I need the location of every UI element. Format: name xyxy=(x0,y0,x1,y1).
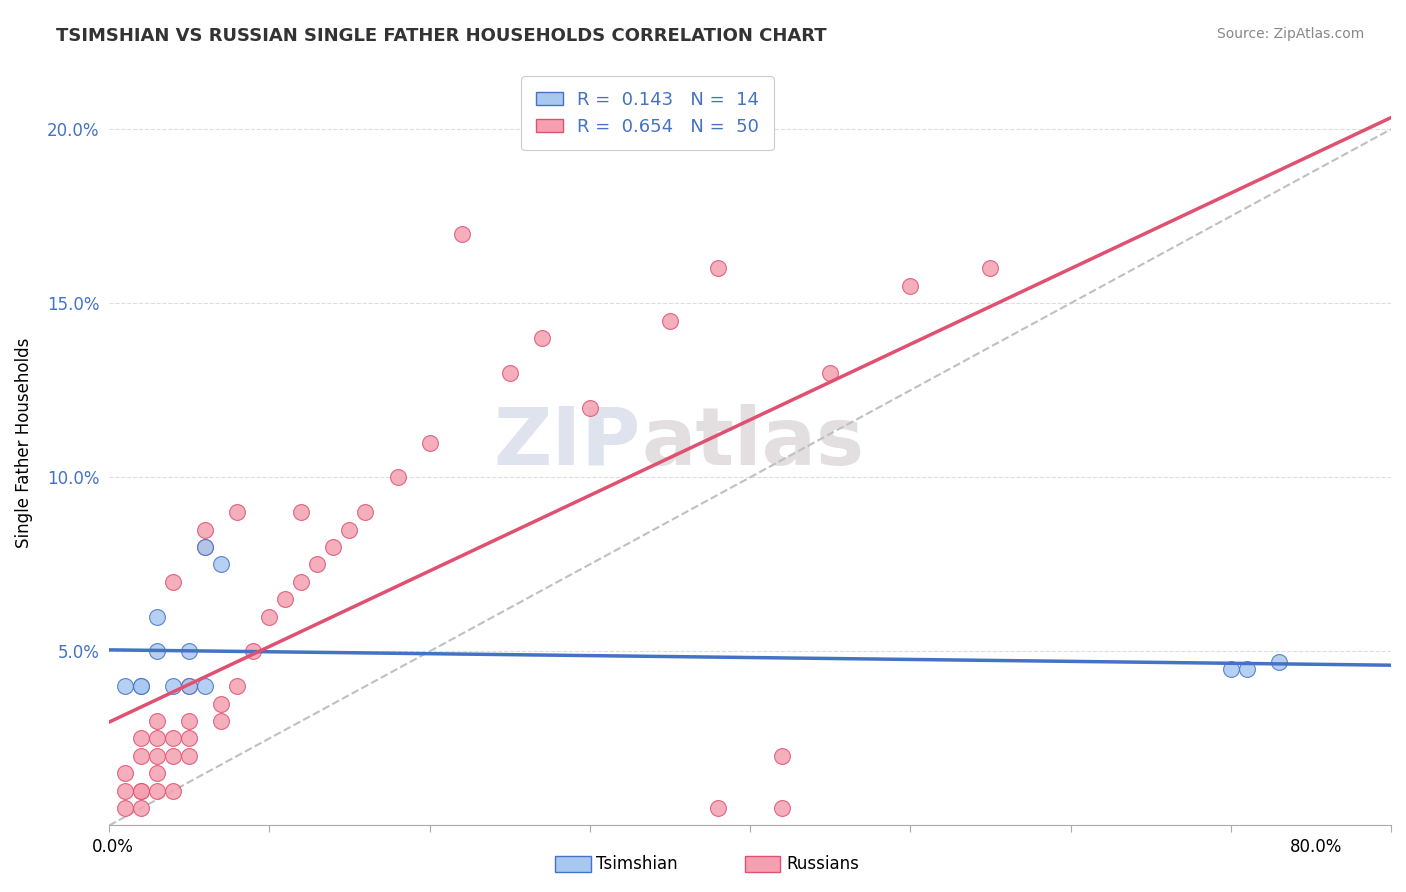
Point xyxy=(226,679,249,693)
Point xyxy=(146,748,169,763)
Point xyxy=(179,679,201,693)
Point xyxy=(707,801,730,815)
Point xyxy=(707,261,730,276)
Point xyxy=(162,748,184,763)
Point xyxy=(114,783,136,797)
Text: Russians: Russians xyxy=(786,855,859,873)
Point xyxy=(307,558,329,572)
Point xyxy=(339,523,361,537)
Point xyxy=(290,574,312,589)
Point xyxy=(179,731,201,746)
Point xyxy=(129,679,152,693)
Text: 80.0%: 80.0% xyxy=(1291,838,1343,855)
Text: Source: ZipAtlas.com: Source: ZipAtlas.com xyxy=(1216,27,1364,41)
Point xyxy=(658,314,681,328)
Point xyxy=(290,505,312,519)
Point xyxy=(114,801,136,815)
Point xyxy=(162,731,184,746)
Point xyxy=(209,558,232,572)
Text: atlas: atlas xyxy=(641,403,865,482)
Text: 0.0%: 0.0% xyxy=(91,838,134,855)
Point xyxy=(194,540,217,554)
Point xyxy=(499,366,522,380)
Point xyxy=(146,783,169,797)
Text: TSIMSHIAN VS RUSSIAN SINGLE FATHER HOUSEHOLDS CORRELATION CHART: TSIMSHIAN VS RUSSIAN SINGLE FATHER HOUSE… xyxy=(56,27,827,45)
Point xyxy=(898,278,921,293)
Point xyxy=(194,679,217,693)
Point xyxy=(259,609,281,624)
Point xyxy=(274,592,297,607)
Point xyxy=(162,783,184,797)
Point xyxy=(209,714,232,728)
Point xyxy=(194,540,217,554)
Legend: R =  0.143   N =  14, R =  0.654   N =  50: R = 0.143 N = 14, R = 0.654 N = 50 xyxy=(522,77,773,150)
Text: Tsimshian: Tsimshian xyxy=(596,855,678,873)
Point xyxy=(162,679,184,693)
Point xyxy=(129,783,152,797)
Point xyxy=(114,766,136,780)
Point xyxy=(179,714,201,728)
Point xyxy=(179,644,201,658)
Point xyxy=(146,731,169,746)
Point xyxy=(419,435,441,450)
Point xyxy=(226,505,249,519)
Point xyxy=(1219,662,1241,676)
Point xyxy=(146,644,169,658)
Point xyxy=(114,679,136,693)
Point xyxy=(979,261,1001,276)
Point xyxy=(818,366,841,380)
Point xyxy=(322,540,344,554)
Text: ZIP: ZIP xyxy=(494,403,641,482)
Point xyxy=(129,679,152,693)
Point xyxy=(146,714,169,728)
Point xyxy=(129,801,152,815)
Point xyxy=(129,731,152,746)
Point xyxy=(450,227,472,241)
Point xyxy=(129,748,152,763)
Point xyxy=(530,331,553,345)
Point xyxy=(209,697,232,711)
Point xyxy=(1236,662,1258,676)
Point xyxy=(194,523,217,537)
Point xyxy=(179,679,201,693)
Point xyxy=(770,748,793,763)
Y-axis label: Single Father Households: Single Father Households xyxy=(15,337,32,548)
Point xyxy=(387,470,409,484)
Point xyxy=(579,401,602,415)
Point xyxy=(179,748,201,763)
Point xyxy=(242,644,264,658)
Point xyxy=(146,609,169,624)
Point xyxy=(129,783,152,797)
Point xyxy=(1268,655,1291,669)
Point xyxy=(770,801,793,815)
Point xyxy=(146,766,169,780)
Point xyxy=(354,505,377,519)
Point xyxy=(162,574,184,589)
